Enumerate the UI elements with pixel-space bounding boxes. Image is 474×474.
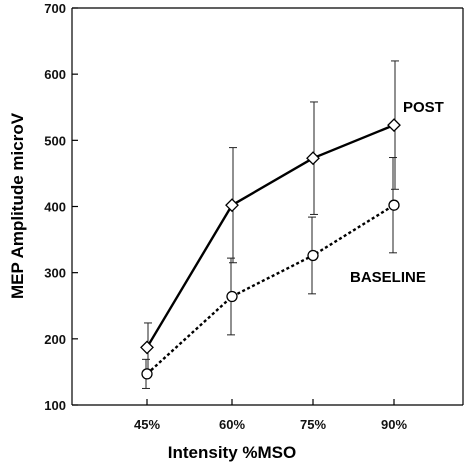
y-tick-label: 700 (44, 1, 66, 16)
x-axis-title: Intensity %MSO (168, 443, 296, 462)
data-point-diamond (387, 118, 401, 133)
series-post (140, 60, 401, 373)
data-point-circle (226, 290, 238, 303)
y-tick-label: 300 (44, 266, 66, 281)
y-axis-title: MEP Amplitude microV (8, 112, 27, 299)
y-axis-ticks: 100 200 300 400 500 600 700 (44, 1, 78, 413)
data-point-diamond (225, 198, 239, 213)
series-line (145, 124, 395, 349)
axes (71, 7, 464, 406)
series-line (146, 204, 395, 375)
y-tick-label: 200 (44, 332, 66, 347)
series-label-post: POST (403, 99, 444, 116)
y-tick-label: 600 (44, 67, 66, 82)
data-point-circle (307, 249, 319, 262)
data-point-circle (141, 368, 153, 380)
x-tick-label: 75% (300, 417, 326, 432)
data-point-diamond (140, 340, 154, 355)
x-tick-label: 45% (134, 417, 160, 432)
series-label-baseline: BASELINE (350, 269, 426, 286)
y-tick-label: 400 (44, 200, 66, 215)
x-axis-ticks: 45% 60% 75% 90% (134, 399, 407, 432)
series-baseline (141, 157, 400, 389)
series-layer (140, 60, 401, 389)
data-point-diamond (306, 151, 320, 166)
y-tick-label: 100 (44, 398, 66, 413)
x-tick-label: 60% (219, 417, 245, 432)
data-point-circle (388, 199, 400, 211)
y-tick-label: 500 (44, 133, 66, 148)
x-tick-label: 90% (381, 417, 407, 432)
